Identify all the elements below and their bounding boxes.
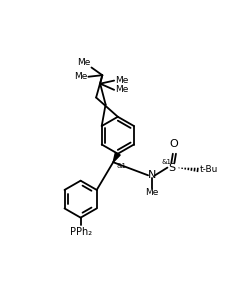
Text: Me: Me (115, 76, 128, 85)
Polygon shape (113, 152, 120, 162)
Text: Me: Me (74, 72, 88, 81)
Text: O: O (169, 139, 178, 149)
Text: t-Bu: t-Bu (200, 166, 218, 174)
Text: S: S (168, 163, 176, 173)
Text: Me: Me (115, 85, 128, 94)
Text: N: N (148, 170, 156, 180)
Text: Me: Me (145, 188, 159, 197)
Text: PPh₂: PPh₂ (69, 227, 92, 237)
Text: &1: &1 (161, 159, 171, 165)
Text: &1: &1 (116, 163, 126, 169)
Text: Me: Me (77, 58, 91, 67)
